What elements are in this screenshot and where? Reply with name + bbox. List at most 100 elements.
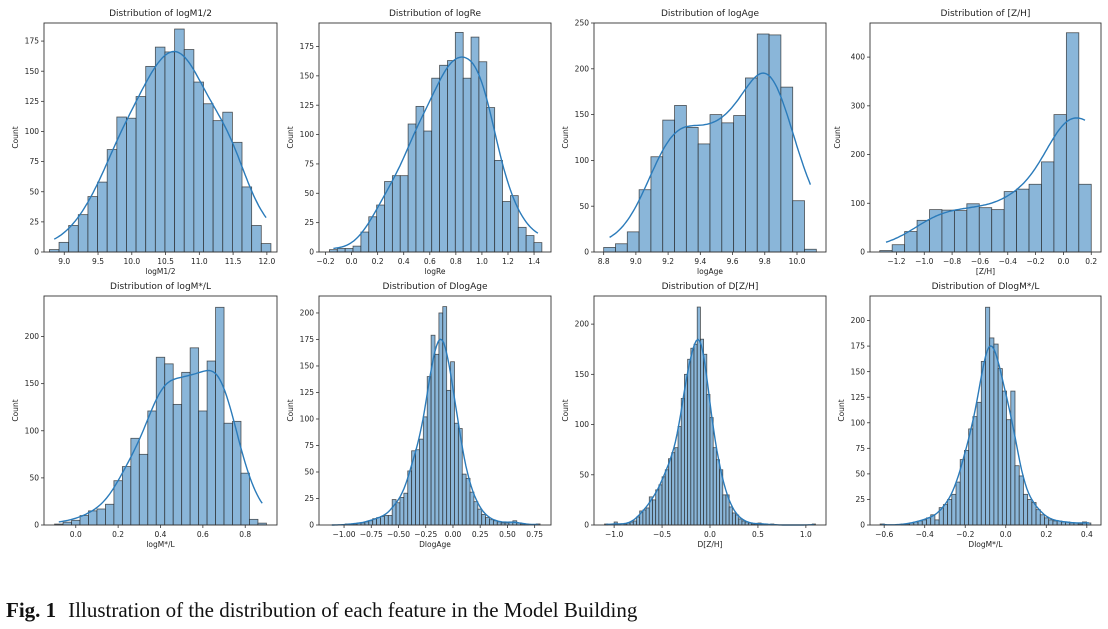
histogram-bar bbox=[473, 501, 479, 526]
x-tick-label: −0.2 bbox=[1026, 257, 1044, 266]
y-tick-label: 50 bbox=[29, 187, 39, 196]
histogram-bar bbox=[721, 122, 735, 253]
histogram-bar bbox=[249, 518, 259, 526]
y-tick-label: 125 bbox=[25, 97, 40, 106]
histogram-panel: 8.8 9.0 9.2 9.4 9.6 9.8 10.0 0 50 100 150 200 250 Dis… bbox=[561, 9, 827, 276]
y-axis-label: Count bbox=[561, 399, 570, 421]
y-axis-label: Count bbox=[837, 399, 846, 421]
y-tick-label: 100 bbox=[25, 426, 40, 435]
histogram-bar bbox=[442, 306, 448, 526]
histogram-grid-figure: 9.0 9.5 10.0 10.5 11.0 11.5 12.0 0 25 50 75 100 125 1… bbox=[11, 9, 1102, 549]
chart-title: Distribution of DlogAge bbox=[383, 282, 488, 292]
histogram-bar bbox=[964, 449, 970, 526]
histogram-bar bbox=[1010, 390, 1016, 526]
histogram-bar bbox=[240, 472, 250, 526]
x-tick-label: −1.00 bbox=[333, 530, 356, 539]
y-tick-label: 100 bbox=[575, 156, 590, 165]
x-tick-label: 10.0 bbox=[789, 257, 806, 266]
histogram-bar bbox=[712, 447, 717, 526]
histogram-bar bbox=[1001, 390, 1007, 526]
histogram-bar bbox=[403, 492, 409, 526]
histogram-bar bbox=[972, 416, 978, 526]
histogram-bar bbox=[71, 519, 81, 526]
histogram-bar bbox=[502, 201, 511, 253]
figure-caption: Fig. 1 Illustration of the distribution o… bbox=[6, 598, 637, 623]
histogram-bar bbox=[223, 422, 233, 526]
y-tick-label: 400 bbox=[851, 53, 866, 62]
histogram-bar bbox=[232, 420, 242, 526]
histogram-bar bbox=[728, 506, 733, 526]
histogram-bar bbox=[638, 189, 652, 253]
histogram-bar bbox=[684, 373, 689, 526]
histogram-bar bbox=[1039, 514, 1045, 526]
histogram-bar bbox=[664, 469, 669, 526]
figure-label: Fig. 1 bbox=[6, 598, 57, 622]
x-tick-label: −0.75 bbox=[360, 530, 383, 539]
x-tick-label: 1.2 bbox=[502, 257, 514, 266]
histogram-bar bbox=[636, 516, 641, 526]
x-tick-label: 0.75 bbox=[526, 530, 543, 539]
histogram-bar bbox=[434, 353, 440, 526]
histogram-bar bbox=[953, 210, 968, 253]
x-tick-label: 9.4 bbox=[694, 257, 706, 266]
histogram-bar bbox=[1027, 499, 1033, 526]
x-tick-label: −0.4 bbox=[916, 530, 934, 539]
axes-frame bbox=[43, 22, 278, 253]
histogram-panel: 9.0 9.5 10.0 10.5 11.0 11.5 12.0 0 25 50 75 100 125 1… bbox=[11, 9, 278, 276]
histogram-bar bbox=[87, 196, 98, 253]
histogram-bar bbox=[431, 77, 440, 253]
histogram-bar bbox=[709, 417, 714, 526]
y-tick-label: 0 bbox=[34, 248, 39, 257]
y-tick-label: 200 bbox=[575, 320, 590, 329]
histogram-bar bbox=[206, 360, 216, 526]
histogram-bar bbox=[1048, 519, 1054, 526]
y-tick-label: 0 bbox=[309, 521, 314, 530]
histogram-bar bbox=[680, 398, 685, 526]
x-tick-label: 0.0 bbox=[346, 257, 358, 266]
histogram-bar bbox=[1044, 517, 1050, 526]
histogram-bar bbox=[674, 447, 679, 526]
histogram-panel: 0.0 0.2 0.4 0.6 0.8 0 50 100 150 200 Distribution … bbox=[11, 282, 278, 549]
histogram-bar bbox=[96, 508, 106, 526]
y-tick-label: 200 bbox=[300, 309, 315, 318]
histogram-bar bbox=[517, 226, 527, 253]
histogram-bar bbox=[904, 231, 918, 253]
y-tick-label: 150 bbox=[851, 367, 866, 376]
histogram-bar bbox=[941, 209, 955, 253]
histogram-bar bbox=[632, 520, 637, 526]
histogram-bar bbox=[738, 518, 743, 526]
histogram-bar bbox=[768, 34, 782, 253]
histogram-bar bbox=[477, 508, 483, 526]
x-tick-label: 0.00 bbox=[445, 530, 462, 539]
histogram-bar bbox=[203, 103, 214, 253]
histogram-bar bbox=[525, 235, 535, 253]
y-tick-label: 0 bbox=[584, 248, 589, 257]
histogram-bar bbox=[652, 499, 657, 526]
histogram-bar bbox=[407, 470, 413, 526]
x-tick-label: −0.6 bbox=[875, 530, 893, 539]
histogram-bar bbox=[439, 64, 448, 253]
kde-curve bbox=[885, 117, 1086, 243]
y-tick-label: 175 bbox=[300, 42, 315, 51]
y-tick-label: 200 bbox=[25, 332, 40, 341]
histogram-panel: −1.2 −1.0 −0.8 −0.6 −0.4 −0.2 0.0 0.2 0 100 200 300… bbox=[833, 9, 1102, 276]
histogram-bar bbox=[745, 77, 758, 253]
histogram-bar bbox=[1035, 509, 1041, 526]
histogram-bar bbox=[951, 493, 957, 526]
x-tick-label: −0.4 bbox=[999, 257, 1017, 266]
x-tick-label: 0.2 bbox=[372, 257, 384, 266]
y-tick-label: 125 bbox=[300, 388, 315, 397]
histogram-bar bbox=[1041, 161, 1055, 253]
histogram-bar bbox=[722, 494, 727, 526]
histogram-bar bbox=[422, 416, 428, 526]
x-tick-label: 0.2 bbox=[1085, 257, 1097, 266]
histogram-bar bbox=[997, 368, 1003, 526]
y-tick-label: 25 bbox=[304, 494, 314, 503]
x-axis-label: logM*/L bbox=[146, 540, 175, 549]
histogram-bar bbox=[510, 195, 519, 253]
y-tick-label: 100 bbox=[300, 130, 315, 139]
histogram-bar bbox=[942, 504, 948, 526]
histogram-bar bbox=[415, 449, 420, 526]
x-axis-label: DlogM*/L bbox=[968, 540, 1003, 549]
histogram-bar bbox=[215, 306, 225, 526]
